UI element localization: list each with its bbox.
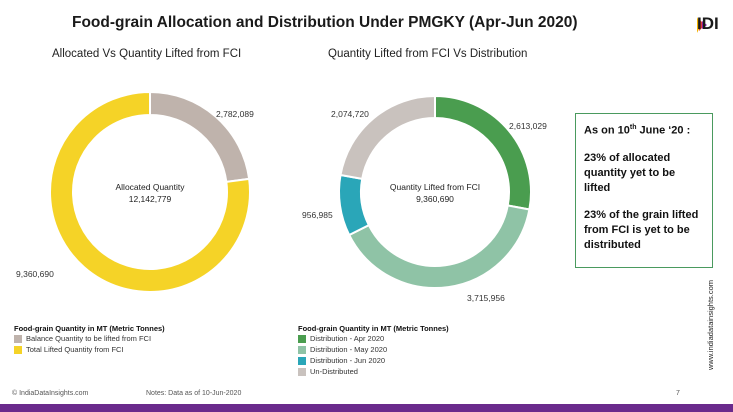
callout-line1: 23% of allocated quantity yet to be lift… (584, 151, 676, 194)
slice-data-label: 2,613,029 (509, 121, 547, 131)
footer-note: Notes: Data as of 10-Jun-2020 (146, 390, 242, 397)
slice-data-label: 2,074,720 (331, 109, 369, 119)
callout-box: As on 10th June ‘20 : 23% of allocated q… (575, 113, 713, 268)
chart2-title: Quantity Lifted from FCI Vs Distribution (328, 48, 528, 60)
page-number: 7 (676, 390, 680, 397)
slice-data-label: 9,360,690 (16, 269, 54, 279)
slice-data-label: 2,782,089 (216, 109, 254, 119)
footer-copyright: © IndiaDataInsights.com (12, 390, 89, 397)
legend-item: Total Lifted Quantity from FCI (14, 344, 165, 355)
chart2-legend: Food-grain Quantity in MT (Metric Tonnes… (298, 324, 449, 377)
chart1-title: Allocated Vs Quantity Lifted from FCI (52, 48, 242, 60)
side-url: www.indiadatainsights.com (706, 279, 715, 370)
legend-swatch (14, 334, 22, 343)
slice-data-label: 3,715,956 (467, 293, 505, 303)
legend-title: Food-grain Quantity in MT (Metric Tonnes… (298, 324, 449, 333)
pie-slice (338, 173, 371, 237)
donut-center-label: Quantity Lifted from FCI (390, 182, 480, 192)
pie-slice (339, 94, 436, 181)
callout-date: As on 10th June ‘20 : (584, 124, 691, 137)
chart1-legend: Food-grain Quantity in MT (Metric Tonnes… (14, 324, 165, 355)
pie-slice (149, 90, 251, 184)
legend-item: Un-Distributed (298, 366, 449, 377)
legend-swatch (298, 345, 306, 354)
legend-item: Distribution - Jun 2020 (298, 355, 449, 366)
bottom-accent-bar (0, 404, 733, 412)
legend-swatch (298, 356, 306, 365)
logo-text: IDI (697, 14, 719, 33)
logo-shard-3 (702, 21, 707, 29)
donut-center-value: 9,360,690 (416, 194, 454, 204)
legend-item: Distribution - Apr 2020 (298, 333, 449, 344)
legend-title: Food-grain Quantity in MT (Metric Tonnes… (14, 324, 165, 333)
callout-line2: 23% of the grain lifted from FCI is yet … (584, 208, 699, 251)
donut-center-label: Allocated Quantity (116, 182, 186, 192)
page-title: Food-grain Allocation and Distribution U… (72, 14, 578, 31)
slice-data-label: 956,985 (302, 210, 333, 220)
pie-slice (347, 204, 531, 289)
legend-swatch (298, 367, 306, 376)
legend-swatch (298, 334, 306, 343)
idi-logo-icon (697, 17, 707, 33)
pie-slice (434, 94, 532, 211)
donut-center-value: 12,142,779 (129, 194, 172, 204)
legend-item: Distribution - May 2020 (298, 344, 449, 355)
legend-item: Balance Quantity to be lifted from FCI (14, 333, 165, 344)
legend-swatch (14, 345, 22, 354)
pie-slice (49, 90, 251, 293)
